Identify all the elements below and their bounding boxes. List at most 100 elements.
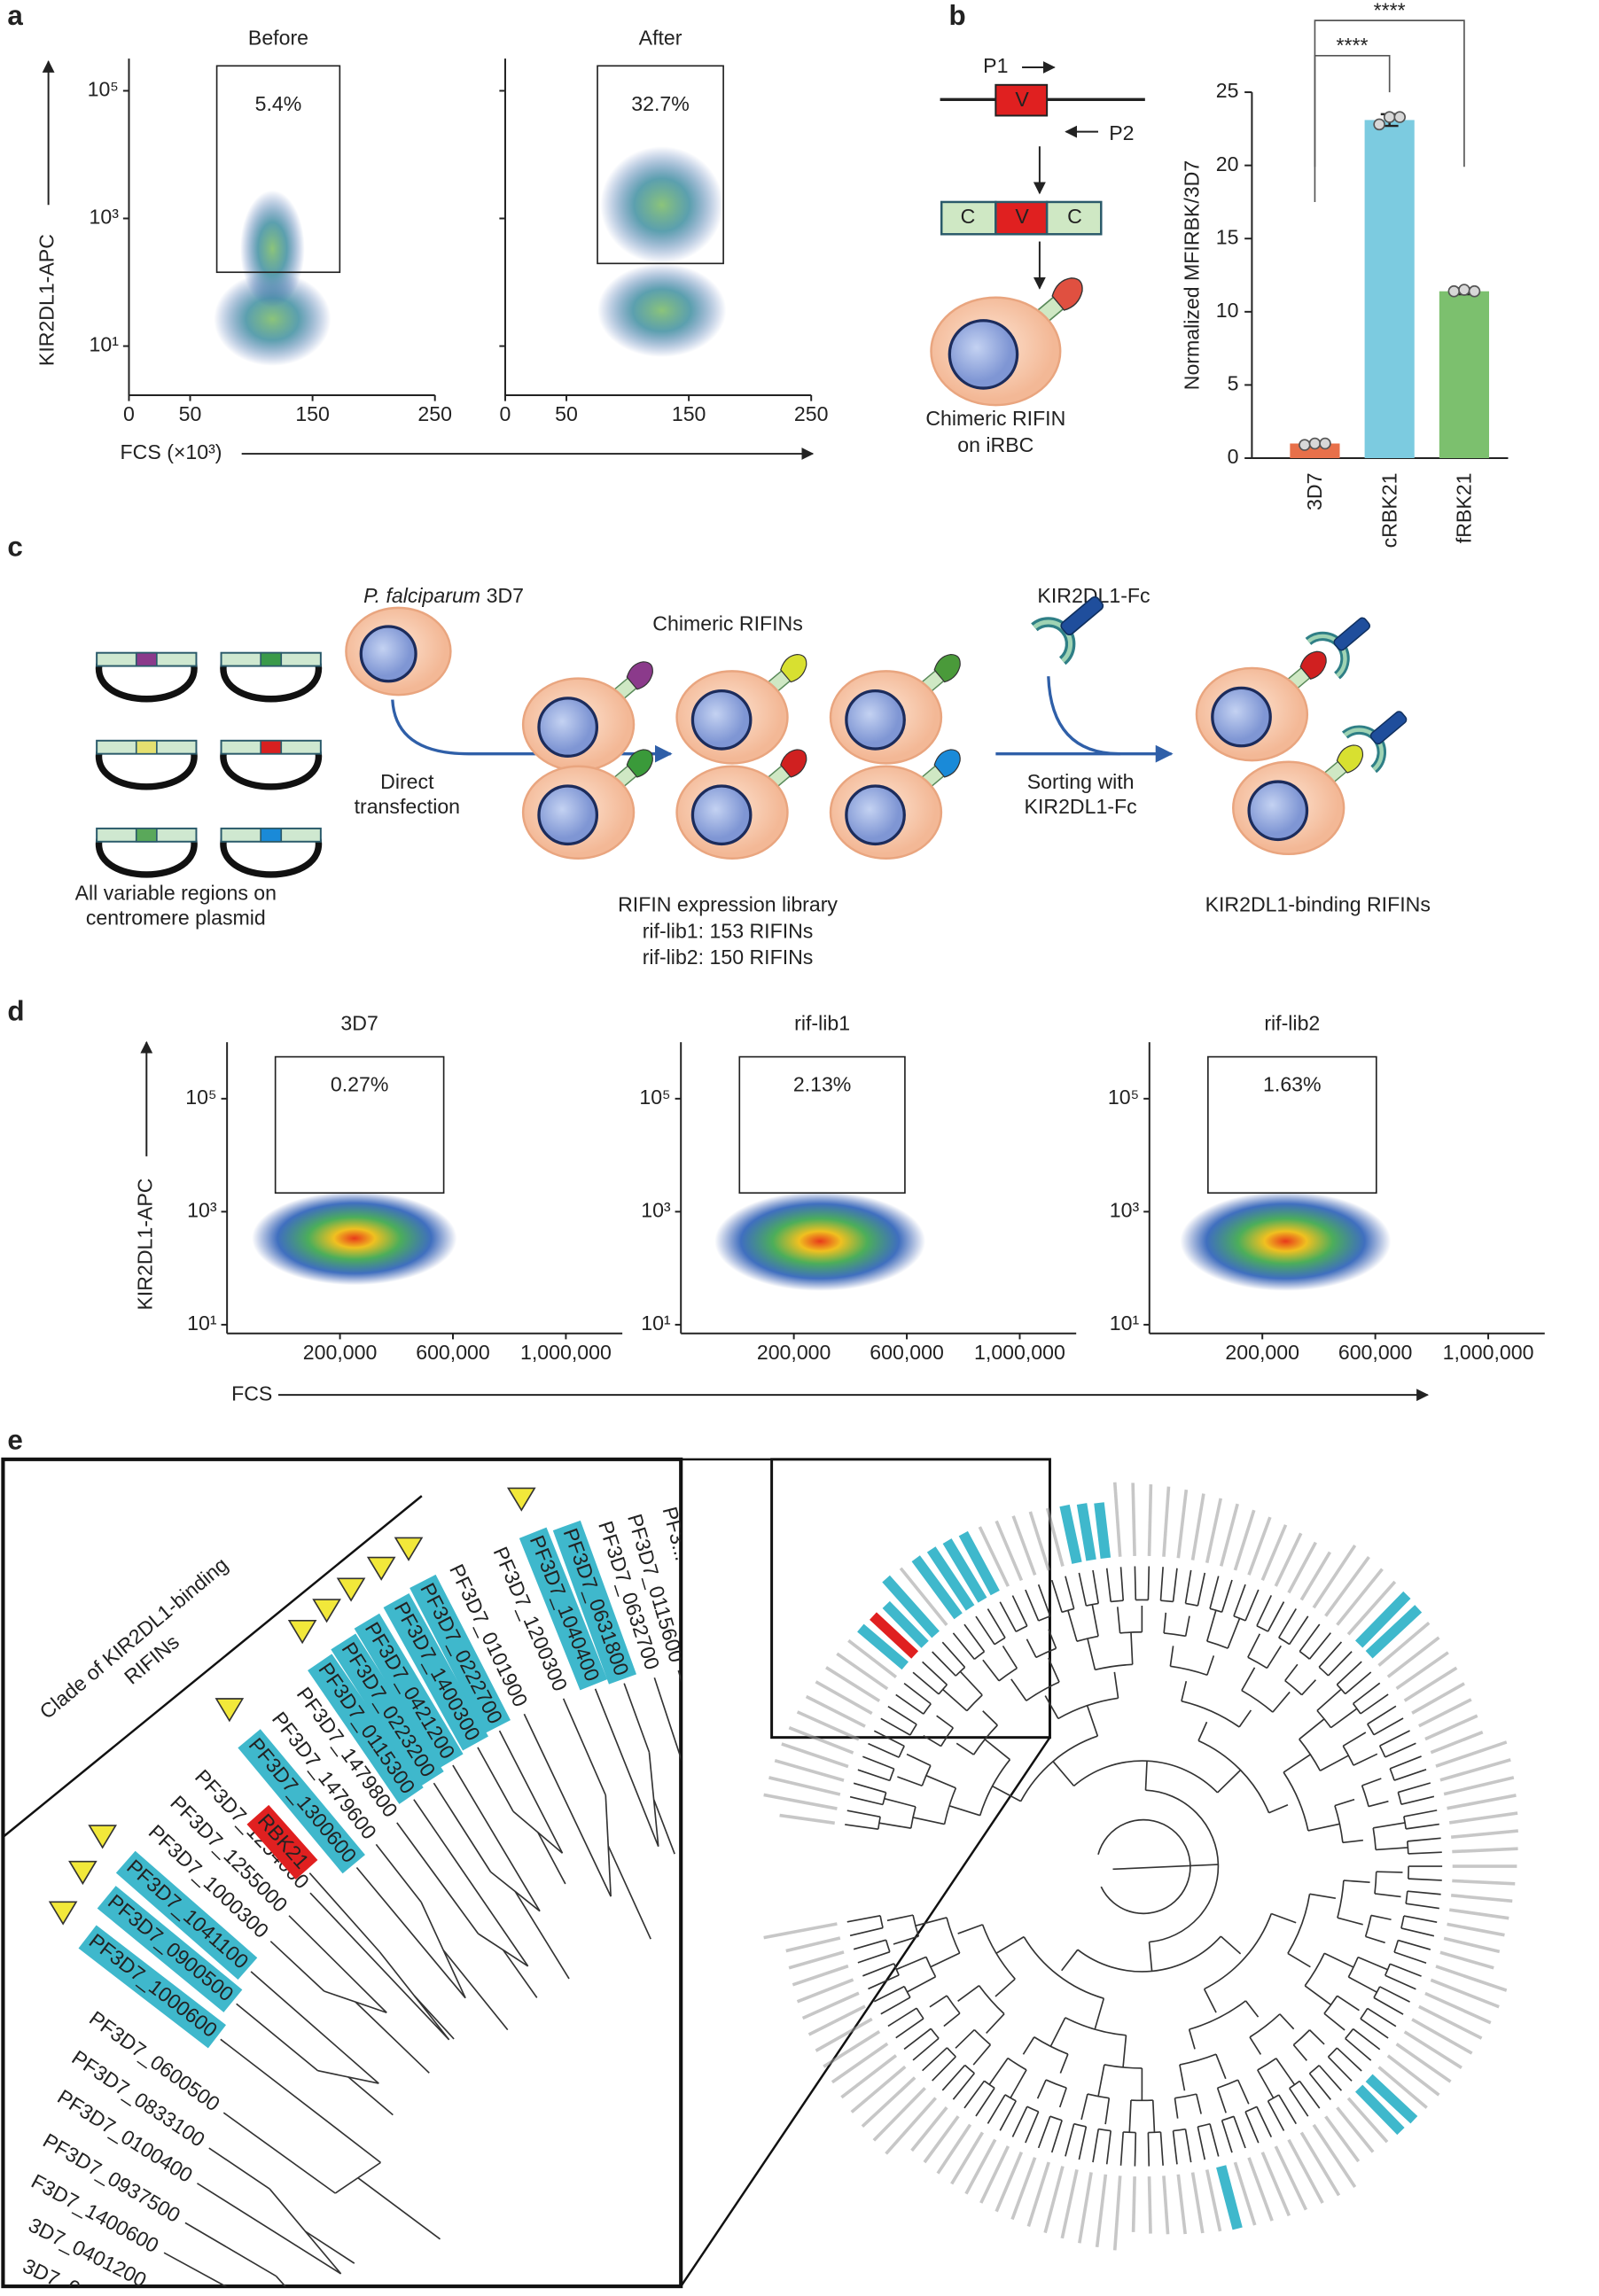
branch <box>988 2058 1009 2085</box>
branch-arc <box>1148 2131 1161 2134</box>
branch <box>1398 1939 1431 1950</box>
plot-title: Before <box>248 27 308 50</box>
leaf-highlight <box>519 1527 608 1691</box>
leaf-highlight <box>942 1538 987 1603</box>
branch <box>502 1949 538 1998</box>
branch <box>987 2094 1006 2124</box>
branch <box>1010 2069 1027 2098</box>
leaf-label-placeholder <box>910 2106 948 2152</box>
branch <box>420 1902 466 1999</box>
branch <box>1078 1572 1088 1607</box>
branch <box>1406 1823 1439 1830</box>
branch <box>442 1950 509 2031</box>
branch-arc <box>1221 2115 1235 2121</box>
leaf-highlight <box>78 1925 226 2049</box>
branch <box>1268 1804 1289 1814</box>
x-tick-label: 250 <box>794 402 829 425</box>
density-cloud <box>252 1191 457 1286</box>
branch <box>963 2080 986 2109</box>
leaf-label-placeholder <box>1176 1489 1189 1559</box>
infected-cell <box>521 749 653 860</box>
branch <box>1122 2035 1127 2068</box>
leaf-label-placeholder <box>1010 2157 1037 2221</box>
panel-d: 200,000 600,000 1,000,000 10¹ 10³ 10⁵ 3D7 0.27%… <box>133 1011 1545 1405</box>
branch <box>1289 1615 1309 1645</box>
replicate-point <box>1319 437 1331 450</box>
branch <box>1403 1810 1438 1817</box>
branch-arc <box>1378 1745 1386 1758</box>
panel-label: c <box>7 532 22 563</box>
panel-e-frames <box>1 1457 1051 2289</box>
branch <box>930 1952 961 1968</box>
branch-arc <box>1026 1681 1060 1701</box>
branch <box>942 1688 968 1712</box>
plot-title: rif-lib1 <box>794 1011 850 1034</box>
branch-arc <box>1164 1632 1186 1638</box>
leaf-label-placeholder <box>1443 1776 1515 1796</box>
leaf-label-placeholder <box>1377 1622 1431 1667</box>
leaf-label-placeholder <box>825 1666 881 1703</box>
branch <box>220 2038 381 2164</box>
branch <box>1308 2073 1331 2100</box>
plasmid-backbone <box>220 836 323 878</box>
branch <box>1308 1632 1331 1660</box>
branch <box>957 1985 980 2002</box>
leaf-highlight <box>1076 1503 1096 1561</box>
branch <box>873 1985 905 2003</box>
leaf-label-placeholder <box>1162 1486 1171 1557</box>
leaf-label-placeholder <box>1233 2161 1257 2226</box>
branch <box>163 2252 342 2287</box>
branch <box>941 1641 966 1669</box>
y-tick-label: 10³ <box>90 206 120 229</box>
branch <box>1379 1730 1410 1747</box>
branch <box>1279 2013 1295 2030</box>
branch-arc <box>1173 2128 1186 2132</box>
x-tick-label: 50 <box>555 402 578 425</box>
branch <box>1384 1974 1416 1990</box>
transfection-arrow <box>391 699 673 763</box>
variable-region <box>260 739 283 755</box>
branch <box>1172 2130 1178 2165</box>
branch <box>1037 1584 1051 1617</box>
leaf-highlight <box>926 1546 975 1611</box>
flow-plot: 0 50 150 250 After 32.7% <box>499 27 829 425</box>
branch <box>1209 1576 1220 1609</box>
plasmid-caption: All variable regions on <box>75 881 277 904</box>
branch-arc <box>882 1792 887 1805</box>
density-cloud <box>600 146 724 264</box>
branch <box>1318 1641 1343 1668</box>
branch <box>716 1836 746 1934</box>
branch <box>1407 1837 1441 1842</box>
x-tick-label: 200,000 <box>757 1341 831 1364</box>
zoom-line <box>680 1736 1051 2287</box>
branch <box>1370 1914 1392 1921</box>
branch <box>1379 1986 1410 2003</box>
leaf-label-placeholder <box>1435 1965 1508 1992</box>
branch <box>347 2076 394 2116</box>
density-cloud <box>597 263 727 358</box>
replicate-point <box>1383 111 1396 123</box>
binding-marker <box>287 1620 317 1645</box>
branch <box>1221 1579 1233 1613</box>
nucleus <box>948 319 1019 390</box>
y-axis-label: Normalized MFIRBK/3D7 <box>1180 160 1203 390</box>
branch <box>955 2028 975 2049</box>
branch <box>1216 2087 1227 2113</box>
branch <box>932 2056 956 2082</box>
variable-region <box>260 651 283 667</box>
branch <box>1373 1717 1404 1736</box>
strain-label: P. falciparum 3D7 <box>363 584 524 607</box>
branch-arc <box>930 2027 940 2039</box>
branch-arc <box>943 1787 957 1825</box>
leaf-label-placeholder <box>796 1978 854 2004</box>
region-label: V <box>1015 88 1029 111</box>
branch-arc <box>1026 2105 1039 2113</box>
branch <box>1368 1800 1389 1808</box>
branch-arc <box>879 1915 884 1928</box>
branch-arc <box>1181 1700 1240 1728</box>
branch-arc <box>1045 2079 1067 2089</box>
leaf-label-placeholder <box>1287 2138 1324 2204</box>
binding-marker <box>214 1698 245 1723</box>
branch <box>878 1822 911 1829</box>
branch-arc <box>1304 1952 1325 1987</box>
